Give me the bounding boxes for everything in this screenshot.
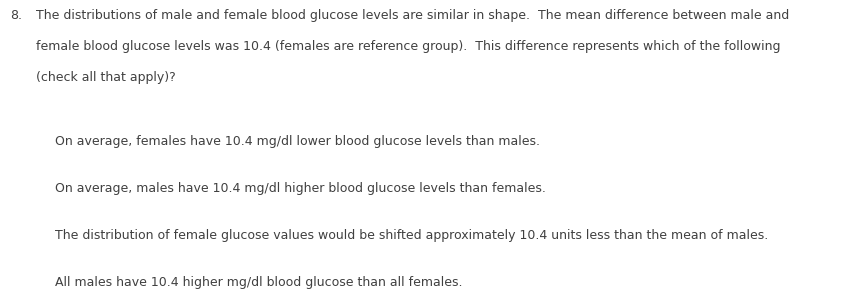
Text: female blood glucose levels was 10.4 (females are reference group).  This differ: female blood glucose levels was 10.4 (fe… [36,40,780,53]
Text: (check all that apply)?: (check all that apply)? [36,71,175,83]
Text: All males have 10.4 higher mg/dl blood glucose than all females.: All males have 10.4 higher mg/dl blood g… [55,276,462,289]
Text: On average, females have 10.4 mg/dl lower blood glucose levels than males.: On average, females have 10.4 mg/dl lowe… [55,135,540,148]
Text: 8.: 8. [10,9,22,22]
Text: The distributions of male and female blood glucose levels are similar in shape. : The distributions of male and female blo… [36,9,789,22]
Text: The distribution of female glucose values would be shifted approximately 10.4 un: The distribution of female glucose value… [55,229,768,242]
Text: On average, males have 10.4 mg/dl higher blood glucose levels than females.: On average, males have 10.4 mg/dl higher… [55,182,546,195]
